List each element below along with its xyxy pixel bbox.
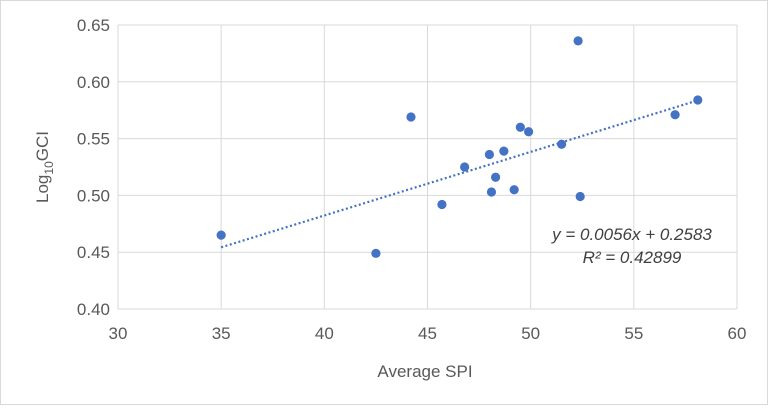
data-point [515, 122, 525, 132]
y-tick-label: 0.60 [77, 73, 110, 92]
y-axis-title-suffix: GCI [33, 131, 52, 161]
trendline [220, 99, 699, 249]
data-point [484, 149, 494, 160]
y-tick-label: 0.55 [77, 130, 110, 149]
y-axis-title: Log10GCI [33, 131, 56, 203]
data-point [499, 146, 509, 156]
x-tick-label: 45 [418, 324, 437, 343]
data-point [216, 230, 226, 240]
y-tick-label: 0.45 [77, 243, 110, 262]
data-point [437, 199, 447, 210]
trendline-r-squared: R² = 0.42899 [583, 248, 682, 267]
x-tick-label: 30 [109, 324, 128, 343]
data-point [486, 187, 497, 197]
y-axis-title-subscript: 10 [42, 161, 56, 175]
data-point [509, 185, 519, 195]
data-point [557, 139, 567, 149]
data-point [460, 162, 470, 172]
trendline-equation: y = 0.0056x + 0.2583 [551, 225, 712, 244]
x-axis-ticks: 30 35 40 45 50 55 60 [109, 324, 747, 343]
data-point [371, 248, 381, 258]
y-axis-title-prefix: Log [33, 175, 52, 203]
data-point [406, 112, 416, 122]
data-points [216, 36, 703, 258]
data-point [670, 110, 680, 120]
x-tick-label: 50 [521, 324, 540, 343]
x-tick-label: 35 [212, 324, 231, 343]
y-tick-label: 0.40 [77, 300, 110, 319]
x-axis-title: Average SPI [377, 362, 472, 381]
x-tick-label: 40 [315, 324, 334, 343]
data-point [573, 36, 583, 46]
data-point [524, 127, 534, 137]
data-point [693, 95, 703, 105]
y-tick-label: 0.50 [77, 186, 110, 205]
trendline-group [220, 99, 699, 249]
gridlines [117, 24, 738, 310]
x-tick-label: 55 [624, 324, 643, 343]
y-axis-ticks: 0.40 0.45 0.50 0.55 0.60 0.65 [77, 16, 110, 319]
data-point [575, 191, 585, 202]
x-tick-label: 60 [728, 324, 747, 343]
y-tick-label: 0.65 [77, 16, 110, 35]
data-point [490, 172, 501, 182]
